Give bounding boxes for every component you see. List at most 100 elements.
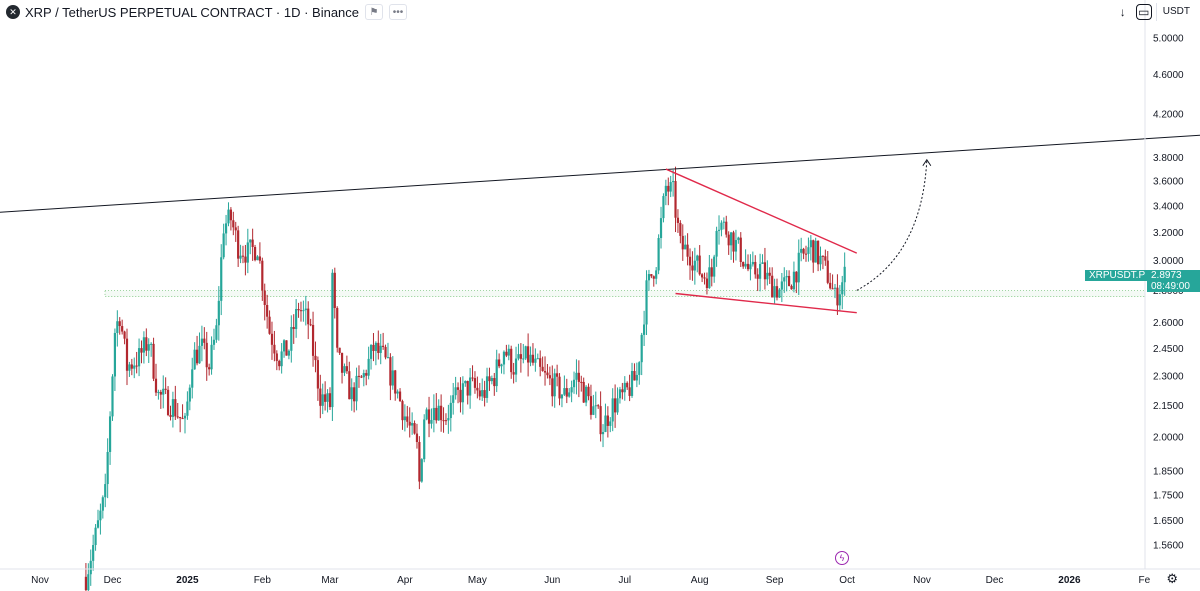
candle-body: [278, 360, 281, 367]
candle-body: [664, 185, 667, 197]
candle-body: [804, 253, 808, 255]
last-price: 2.8973: [1151, 270, 1182, 281]
candle-body: [423, 419, 426, 460]
candle-body: [766, 272, 769, 280]
candle-body: [543, 371, 547, 373]
price-axis[interactable]: 5.0000 4.6000 4.2000 3.8000 3.6000 3.4000 3.20…: [1153, 34, 1184, 552]
arrow-down-icon[interactable]: ↓: [1119, 5, 1126, 19]
candle-body: [164, 388, 167, 390]
candle-body: [507, 348, 510, 356]
candle-body: [534, 358, 537, 363]
candle-body: [222, 233, 225, 258]
candle-body: [408, 421, 411, 426]
candle-body: [836, 287, 839, 306]
candle-body: [101, 497, 104, 511]
gear-icon[interactable]: ⚙: [1166, 571, 1178, 586]
candle-body: [461, 383, 464, 403]
candle-body: [113, 332, 117, 377]
candle-body: [249, 239, 252, 243]
candle-body: [800, 248, 803, 253]
candle-body: [217, 300, 220, 326]
price-tick-label: 1.5600: [1153, 541, 1184, 552]
candle-body: [630, 370, 634, 396]
candle-body: [394, 370, 397, 394]
candle-body: [783, 277, 786, 282]
candle-body: [302, 310, 305, 312]
candle-body: [418, 441, 421, 482]
candle-body: [471, 377, 474, 379]
candle-body: [234, 227, 237, 231]
candle-body: [701, 274, 704, 278]
candle-body: [432, 407, 435, 420]
candle-body: [430, 419, 433, 424]
chart-title[interactable]: XRP / TetherUS PERPETUAL CONTRACT · 1D ·…: [25, 4, 360, 20]
candle-body: [338, 347, 341, 353]
candle-body: [362, 373, 365, 378]
candle-body: [420, 459, 423, 482]
candle-body: [703, 277, 706, 279]
candle-body: [203, 338, 206, 343]
candle-body: [614, 398, 617, 413]
candle-body: [831, 288, 834, 290]
candle-body: [377, 342, 380, 353]
candle-body: [633, 370, 636, 381]
candle-body: [87, 574, 90, 591]
candle-body: [541, 366, 544, 372]
candle-body: [510, 348, 513, 373]
candle-body: [316, 360, 319, 389]
fullscreen-icon[interactable]: ▭: [1135, 4, 1152, 20]
candle-body: [396, 391, 399, 394]
candle-body: [106, 451, 109, 485]
candle-body: [790, 285, 793, 290]
candle-body: [495, 359, 498, 387]
candle-body: [580, 381, 583, 383]
more-icon[interactable]: •••: [389, 4, 408, 20]
candle-body: [135, 365, 138, 367]
candle-body: [732, 232, 735, 252]
price-tick-label: 1.8500: [1153, 466, 1184, 477]
candle-body: [384, 346, 387, 358]
candle-body: [326, 393, 329, 402]
currency-selector[interactable]: USDT: [1155, 3, 1200, 21]
candle-body: [340, 352, 344, 373]
candle-body: [456, 387, 460, 390]
candle-body: [616, 398, 619, 413]
candle-body: [618, 389, 622, 399]
candle-body: [256, 256, 259, 261]
candle-body: [145, 337, 148, 351]
flag-icon[interactable]: ⚑: [365, 4, 384, 20]
candle-body: [778, 289, 781, 298]
price-tick-label: 1.6500: [1153, 516, 1184, 527]
candle-body: [601, 431, 605, 435]
candle-body: [108, 416, 112, 452]
candle-body: [96, 520, 100, 528]
time-axis[interactable]: Nov Dec 2025 Feb Mar Apr May Jun Jul Aug Sep Oct Nov…: [31, 575, 1150, 586]
candle-body: [527, 346, 530, 363]
candle-body: [391, 370, 394, 386]
candle-body: [548, 375, 551, 379]
bar-countdown: 08:49:00: [1151, 281, 1190, 292]
candle-body: [447, 418, 450, 421]
candle-body: [251, 239, 254, 247]
candle-body: [309, 324, 312, 326]
candle-body: [142, 337, 146, 353]
candle-body: [224, 223, 228, 234]
chart-header: ✕ XRP / TetherUS PERPETUAL CONTRACT · 1D…: [0, 0, 408, 24]
candle-body: [210, 344, 213, 370]
lightning-icon[interactable]: ϟ: [835, 551, 849, 565]
candle-body: [833, 287, 837, 289]
candle-body: [227, 209, 230, 224]
candle-body: [232, 220, 235, 228]
time-tick-label: Mar: [321, 575, 339, 586]
candle-body: [676, 217, 680, 223]
candle-body: [353, 387, 356, 402]
candle-body: [594, 405, 597, 407]
candle-body: [519, 354, 522, 359]
candle-body: [524, 346, 527, 359]
candle-body: [478, 390, 481, 397]
candle-body: [582, 381, 585, 403]
candle-body: [198, 345, 201, 364]
candle-body: [734, 240, 738, 252]
candle-body: [841, 282, 844, 295]
